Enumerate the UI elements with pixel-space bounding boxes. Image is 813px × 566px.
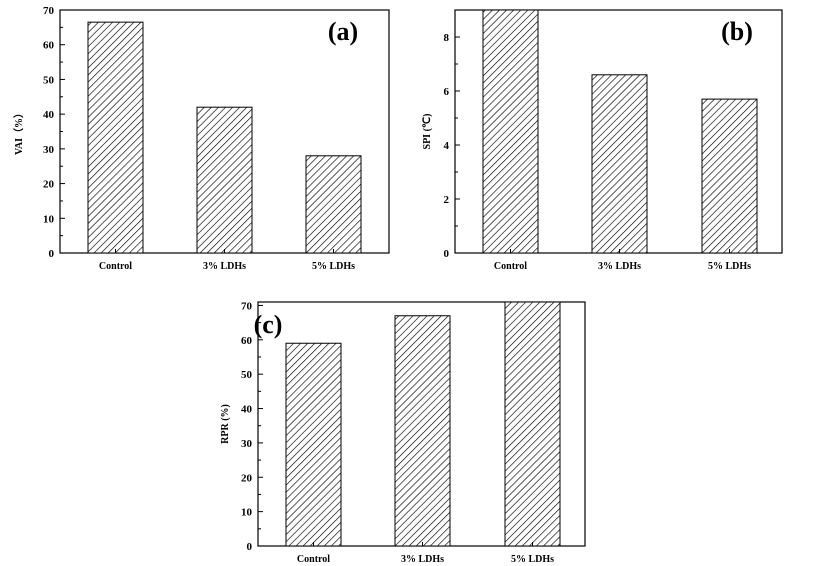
x-tick-label: 5% LDHs [312,261,355,272]
chart-c: 0 10 20 30 40 50 60 70 RPR (%) Control 3% LDHs 5% L… [220,300,586,565]
y-tick-label: 10 [241,507,253,519]
x-tick-label: 3% LDHs [203,261,246,272]
bar-control [285,342,342,547]
y-tick-label: 0 [247,541,253,553]
bar-control [87,21,144,254]
y-tick-label: 30 [43,144,55,156]
y-tick-label: 40 [43,109,55,121]
x-tick-label: 3% LDHs [401,554,444,565]
bar-3-ldhs [591,74,648,254]
y-axis-label: RPR (%) [220,404,231,444]
panel-label: (b) [721,17,753,46]
y-tick-label: 20 [43,179,55,191]
y-tick-label: 8 [444,32,450,44]
y-axis-label: SPI (℃) [422,114,433,150]
y-tick-label: 30 [241,438,253,450]
y-tick-label: 60 [43,40,55,52]
x-tick-label: Control [297,554,330,565]
y-axis-label: VAI（%） [12,108,25,155]
y-tick-label: 40 [241,404,253,416]
y-tick-label: 2 [444,194,450,206]
y-tick-label: 10 [43,213,55,225]
x-tick-label: Control [494,261,527,272]
y-tick-label: 20 [241,472,253,484]
bar-control [482,9,539,254]
chart-b: 0 2 4 6 8 SPI (℃) Control 3% LDHs 5% LDHs (b) [422,9,783,272]
bar-3-ldhs [394,315,451,547]
x-tick-label: Control [99,261,132,272]
bar-3-ldhs [196,106,253,254]
y-tick-label: 50 [241,369,253,381]
y-tick-label: 0 [444,248,450,260]
chart-a: 0 10 20 30 40 50 60 70 VAI（%） Control 3% LDHs 5% LD… [12,5,390,272]
y-tick-label: 70 [43,5,55,17]
y-tick-label: 50 [43,74,55,86]
x-tick-label: 5% LDHs [511,554,554,565]
x-tick-label: 5% LDHs [708,261,751,272]
y-tick-label: 6 [444,86,450,98]
bar-5-ldhs [701,98,758,254]
bar-5-ldhs [305,155,362,254]
x-tick-label: 3% LDHs [598,261,641,272]
panel-label: (a) [328,17,358,46]
y-tick-label: 60 [241,335,253,347]
y-tick-label: 70 [241,300,253,312]
bar-5-ldhs [504,301,561,547]
y-tick-label: 4 [444,140,450,152]
panel-label: (c) [254,310,283,339]
y-tick-label: 0 [49,248,55,260]
